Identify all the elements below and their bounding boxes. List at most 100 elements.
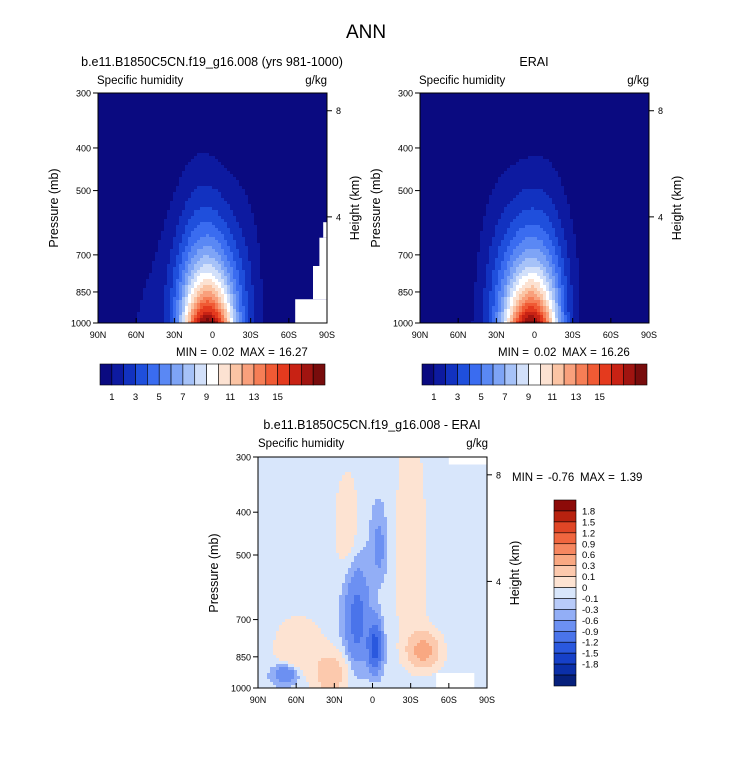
obs-field-cell: [486, 213, 502, 217]
diff-field-cell: [426, 568, 487, 572]
obs-field-cell: [564, 285, 568, 289]
model-field-cell: [248, 294, 255, 298]
model-field-cell: [245, 312, 249, 316]
model-missing-data-region: [313, 266, 327, 300]
diff-field-cell: [258, 514, 337, 518]
diff-field-cell: [369, 586, 382, 590]
model-field-cell: [152, 264, 168, 268]
diff-field-cell: [345, 577, 352, 581]
diff-field-cell: [369, 658, 382, 662]
obs-field-cell: [513, 294, 517, 298]
model-field-cell: [98, 228, 165, 232]
obs-field-cell: [498, 297, 502, 301]
model-field-cell: [230, 288, 234, 292]
model-colorbar-swatch: [194, 363, 207, 386]
model-field-cell: [185, 297, 189, 301]
diff-field-cell: [366, 661, 370, 665]
diff-field-cell: [354, 673, 373, 677]
diff-colorbar-label: 0.3: [582, 561, 595, 572]
diff-field-cell: [258, 667, 271, 671]
model-field-cell: [260, 270, 327, 274]
model-field-cell: [242, 288, 246, 292]
diff-field-cell: [339, 661, 346, 665]
model-field-cell: [98, 240, 159, 244]
diff-field-cell: [423, 463, 487, 467]
model-field-cell: [215, 237, 225, 241]
model-field-cell: [215, 300, 219, 304]
diff-colorbar-label: -0.3: [582, 605, 598, 616]
obs-field-cell: [420, 246, 481, 250]
diff-field-cell: [387, 565, 397, 569]
obs-field-cell: [561, 246, 568, 250]
obs-field-cell: [495, 300, 499, 304]
model-field-cell: [194, 309, 198, 313]
model-field-cell: [218, 318, 222, 322]
model-field-cell: [242, 297, 249, 301]
diff-field-cell: [369, 661, 379, 665]
obs-field-cell: [492, 270, 499, 274]
model-field-cell: [248, 309, 255, 313]
diff-field-cell: [378, 640, 382, 644]
diff-field-cell: [396, 598, 427, 602]
model-field-cell: [137, 318, 165, 322]
obs-field-cell: [519, 315, 523, 319]
diff-field-cell: [399, 631, 415, 635]
diff-colorbar-swatch: [553, 674, 577, 687]
model-field-cell: [221, 243, 228, 247]
obs-field-cell: [474, 303, 484, 307]
obs-field-cell: [501, 282, 508, 286]
diff-field-cell: [384, 535, 388, 539]
model-field-cell: [218, 285, 222, 289]
obs-field-cell: [420, 207, 487, 211]
obs-field-cell: [555, 267, 562, 271]
model-field-cell: [170, 315, 174, 319]
diff-field-cell: [360, 568, 388, 572]
obs-field-cell: [552, 315, 556, 319]
diff-field-cell: [318, 625, 340, 629]
model-field-cell: [149, 273, 168, 277]
diff-field-cell: [258, 520, 337, 524]
model-field-cell: [176, 225, 186, 229]
diff-field-cell: [405, 646, 415, 650]
diff-field-cell: [441, 667, 487, 671]
diff-field-cell: [375, 532, 382, 536]
model-field-cell: [251, 264, 261, 268]
model-field-cell: [254, 312, 264, 316]
model-field-cell: [167, 213, 183, 217]
diff-field-cell: [336, 541, 355, 545]
model-field-cell: [215, 303, 219, 307]
model-field-cell: [194, 303, 198, 307]
model-field-cell: [191, 282, 195, 286]
obs-field-cell: [564, 237, 577, 241]
model-field-cell: [188, 309, 192, 313]
model-field-cell: [242, 312, 246, 316]
diff-field-cell: [399, 466, 424, 470]
obs-field-cell: [516, 321, 520, 323]
diff-field-cell: [339, 649, 346, 653]
diff-y-tick-label: 850: [236, 652, 251, 662]
diff-field-cell: [387, 649, 400, 653]
obs-field-cell: [543, 240, 553, 244]
diff-field-cell: [345, 598, 355, 602]
model-field-cell: [227, 285, 231, 289]
model-field-cell: [176, 228, 186, 232]
obs-field-cell: [573, 312, 580, 316]
diff-field-cell: [345, 637, 355, 641]
model-field-cell: [224, 249, 231, 253]
diff-field-cell: [372, 649, 379, 653]
diff-field-cell: [387, 646, 397, 650]
model-field-cell: [98, 309, 141, 313]
diff-field-cell: [300, 676, 307, 680]
obs-field-cell: [507, 291, 511, 295]
model-field-cell: [173, 315, 177, 319]
model-missing-data-region: [323, 222, 327, 238]
obs-field-cell: [492, 321, 496, 323]
obs-field-cell: [567, 276, 571, 280]
model-field-cell: [155, 258, 171, 262]
obs-field-cell: [522, 285, 532, 289]
obs-field-cell: [510, 312, 514, 316]
diff-field-cell: [258, 556, 340, 560]
model-max-value: 16.27: [279, 347, 308, 359]
model-field-cell: [215, 276, 222, 280]
diff-missing-data-region: [436, 673, 475, 688]
